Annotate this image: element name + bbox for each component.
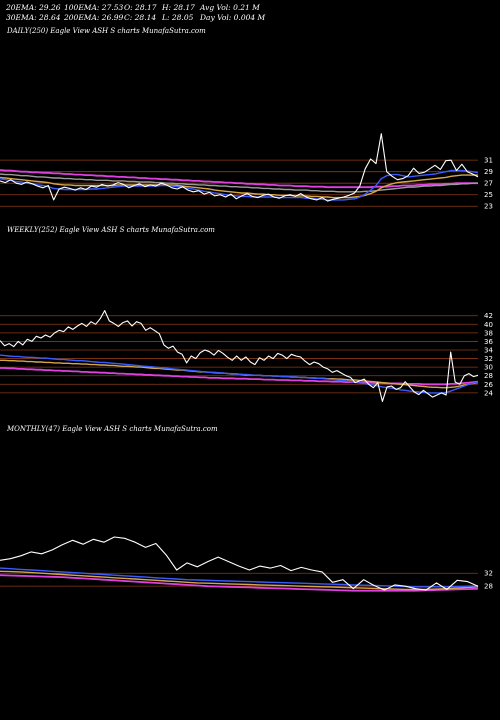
weekly-ytick-label: 38: [484, 329, 493, 337]
close-label: C: 28.14: [124, 13, 157, 22]
daily-price-line: [0, 133, 479, 202]
monthly-ema-line: [0, 567, 479, 588]
weekly-ytick-label: 24: [484, 389, 493, 397]
avg-vol-label: Avg Vol: 0.21 M: [200, 3, 260, 12]
monthly-ytick-label: 32: [484, 570, 493, 578]
weekly-ytick-label: 42: [484, 312, 493, 320]
daily-ytick-label: 23: [484, 203, 493, 211]
weekly-ema-line: [0, 354, 479, 394]
weekly-ytick-label: 34: [484, 347, 493, 355]
daily-ytick-label: 27: [484, 180, 493, 188]
daily-chart: 31 29 27 25 23: [0, 133, 493, 211]
weekly-ytick-label: 36: [484, 338, 493, 346]
weekly-ema-line: [0, 367, 479, 386]
daily-ema-line: [0, 173, 478, 193]
weekly-ytick-label: 28: [484, 372, 493, 380]
low-label: L: 28.05: [162, 13, 194, 22]
daily-ytick-label: 25: [484, 191, 493, 199]
monthly-ytick-label: 28: [484, 583, 493, 591]
monthly-chart: 32 28: [0, 536, 493, 592]
daily-ema-line: [0, 169, 478, 189]
daily-ema-line: [0, 174, 478, 199]
daily-ytick-label: 31: [484, 157, 493, 165]
monthly-price-line: [0, 536, 479, 591]
weekly-ytick-label: 26: [484, 381, 493, 389]
ema200-label: 200EMA: 26.99: [64, 13, 124, 22]
weekly-price-line: [0, 310, 479, 402]
monthly-panel-label: MONTHLY(47) Eagle View ASH S charts Muna…: [7, 425, 218, 433]
monthly-ema-line: [0, 574, 479, 592]
daily-ema-line: [0, 169, 479, 201]
weekly-ytick-label: 30: [484, 364, 493, 372]
ema100-label: 100EMA: 27.53: [64, 3, 124, 12]
monthly-ema-line: [0, 570, 479, 591]
ema30-label: 30EMA: 28.64: [6, 13, 61, 22]
weekly-ytick-label: 40: [484, 321, 493, 329]
daily-ytick-label: 29: [484, 168, 493, 176]
ema20-label: 20EMA: 29.26: [6, 3, 61, 12]
high-label: H: 28.17: [162, 3, 195, 12]
open-label: O: 28.17: [124, 3, 157, 12]
weekly-panel-label: WEEKLY(252) Eagle View ASH S charts Muna…: [7, 226, 215, 234]
day-vol-label: Day Vol: 0.004 M: [200, 13, 266, 22]
weekly-ytick-label: 32: [484, 355, 493, 363]
daily-panel-label: DAILY(250) Eagle View ASH S charts Munaf…: [7, 27, 206, 35]
